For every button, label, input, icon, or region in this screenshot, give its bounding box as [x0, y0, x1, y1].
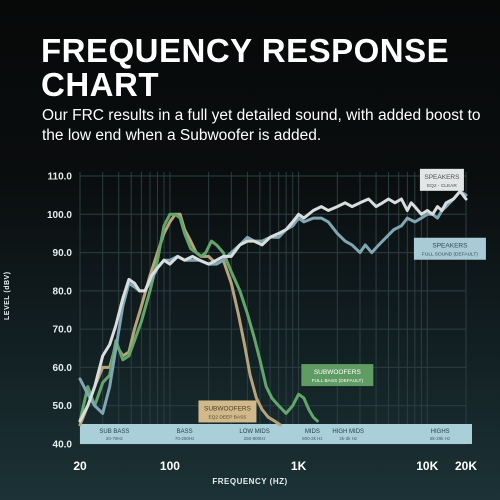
x-tick-label: 10K	[416, 459, 438, 473]
x-axis-label: FREQUENCY (HZ)	[212, 477, 288, 486]
band-range: 20-70Hz	[106, 436, 124, 441]
series-label-box	[419, 168, 464, 191]
band-range: 250-800Hz	[244, 436, 267, 441]
series-label-box	[413, 237, 486, 260]
band-name: MIDS	[305, 429, 320, 435]
series-label-name: SPEAKERS	[424, 174, 460, 181]
y-axis-label: LEVEL (dBV)	[4, 271, 11, 320]
y-tick-label: 80.0	[53, 286, 73, 297]
frequency-band-strip	[80, 424, 472, 444]
y-tick-label: 50.0	[53, 401, 73, 412]
series-line-subwoofers-2	[78, 212, 319, 423]
band-range: 2k-3k Hz	[339, 436, 358, 441]
x-tick-label: 20	[73, 459, 87, 473]
band-name: HIGH MIDS	[332, 429, 364, 435]
series-label-box	[198, 400, 257, 423]
band-range: 8k-20k Hz	[430, 436, 451, 441]
band-range: 800-2k Hz	[302, 436, 323, 441]
band-name: HIGHS	[431, 429, 450, 435]
series-label-name: SUBWOOFERS	[314, 369, 362, 376]
band-name: SUB BASS	[99, 429, 129, 435]
series-label-box	[301, 364, 374, 387]
series-label-sub: EQ2 DEEP BASS	[208, 414, 246, 420]
x-tick-label: 1K	[291, 459, 307, 473]
series-label-name: SUBWOOFERS	[204, 405, 252, 412]
series-label-sub: EQ2 - CLEAR	[427, 183, 457, 189]
series-line-speakers-1	[78, 189, 468, 415]
band-name: LOW MIDS	[239, 429, 269, 435]
y-tick-label: 70.0	[53, 325, 73, 336]
series-label-name: SPEAKERS	[432, 243, 468, 250]
series-line-speakers-0	[78, 189, 468, 423]
y-tick-label: 90.0	[53, 248, 73, 259]
y-tick-label: 110.0	[48, 172, 73, 183]
series-label-sub: FULL BASS (DEFAULT)	[312, 378, 364, 384]
page-title: FREQUENCY RESPONSE CHART	[41, 32, 450, 103]
x-tick-label: 100	[160, 459, 180, 473]
y-tick-label: 60.0	[53, 363, 73, 374]
series-label-sub: FULL SOUND (DEFAULT)	[422, 252, 478, 258]
y-tick-label: 40.0	[53, 440, 73, 451]
y-tick-label: 100.0	[47, 210, 72, 221]
page-subtitle: Our FRC results in a full yet detailed s…	[42, 107, 481, 144]
band-name: BASS	[177, 429, 193, 435]
band-range: 70-250Hz	[175, 436, 195, 441]
x-tick-label: 20K	[455, 459, 477, 473]
